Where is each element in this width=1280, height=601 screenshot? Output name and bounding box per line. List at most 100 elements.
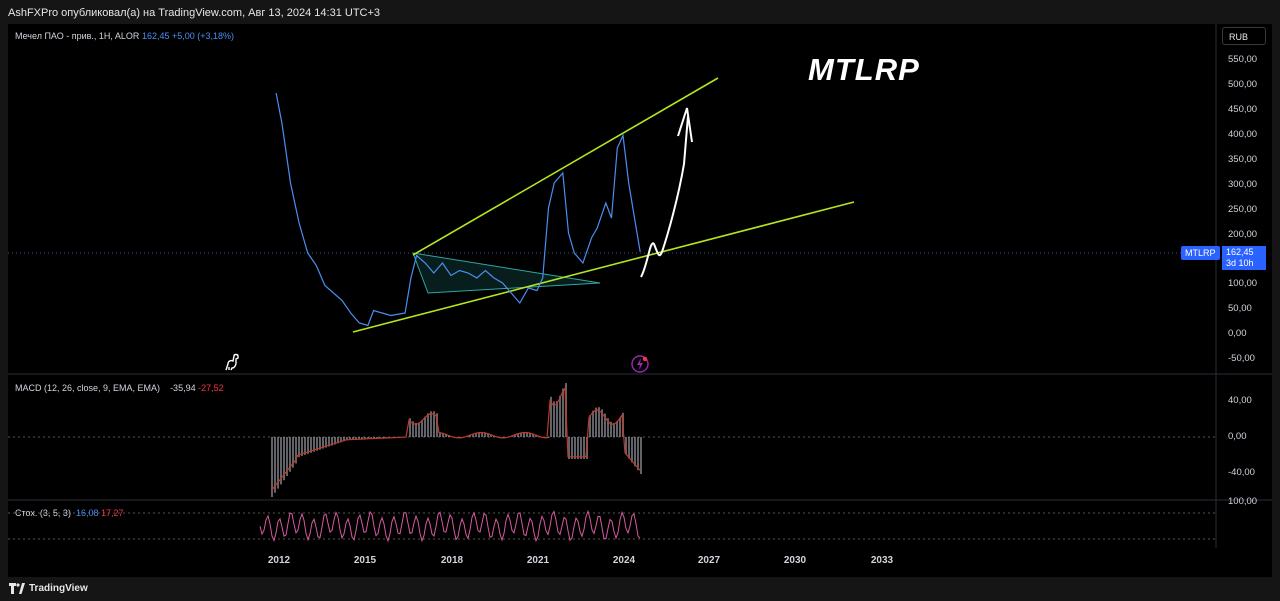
lightning-icon[interactable] — [630, 354, 650, 374]
macd-bar — [481, 432, 483, 437]
macd-bar — [346, 437, 348, 441]
x-tick: 2033 — [870, 555, 894, 566]
macd-bar — [349, 437, 351, 440]
macd-legend[interactable]: MACD (12, 26, close, 9, EMA, EMA) -35,94… — [15, 383, 224, 393]
macd-bar — [295, 437, 297, 464]
x-tick: 2012 — [267, 555, 291, 566]
macd-bar — [304, 437, 306, 455]
macd-bar — [613, 422, 615, 437]
symbol-description: Мечел ПАО - прив., 1H, ALOR — [15, 31, 140, 41]
macd-bar — [511, 436, 513, 437]
macd-bar — [277, 437, 279, 489]
y-tick: 450,00 — [1228, 104, 1258, 115]
publisher-bar: AshFXPro опубликовал(а) на TradingView.c… — [0, 0, 1280, 24]
price-tag-value: 162,45 — [1226, 247, 1254, 257]
price-change: +5,00 (+3,18%) — [172, 31, 235, 41]
macd-bar — [487, 433, 489, 437]
forecast-arrowhead — [677, 107, 693, 143]
stoch-value-2: 17,27 — [101, 508, 124, 518]
tradingview-logo-icon[interactable] — [9, 583, 25, 594]
macd-bar — [283, 437, 285, 481]
macd-bar — [475, 432, 477, 437]
macd-bar — [577, 437, 579, 459]
price-tag-countdown: 3d 10h — [1226, 258, 1254, 268]
macd-bar — [415, 422, 417, 437]
footer-brand[interactable]: TradingView — [29, 583, 88, 594]
macd-bar — [556, 401, 558, 437]
macd-bar — [568, 437, 570, 459]
macd-bar — [529, 432, 531, 437]
lower-trendline — [352, 201, 855, 333]
price-tag-box: 162,45 3d 10h — [1222, 246, 1266, 270]
footer: TradingView — [0, 577, 1280, 601]
price-line — [275, 92, 641, 327]
macd-bar — [532, 433, 534, 437]
triangle-pattern — [412, 252, 601, 294]
macd-bar — [352, 437, 354, 440]
macd-bar — [328, 437, 330, 447]
macd-bar — [343, 437, 345, 442]
y-tick: 0,00 — [1228, 328, 1247, 339]
macd-bar — [319, 437, 321, 450]
macd-bar — [616, 421, 618, 437]
macd-bar — [640, 437, 642, 475]
stoch-title: Стох. (3, 5, 3) — [15, 508, 71, 518]
macd-bar — [421, 420, 423, 437]
macd-bar — [340, 437, 342, 443]
macd-bar — [619, 417, 621, 437]
macd-bar — [550, 396, 552, 437]
macd-bar — [370, 437, 372, 439]
macd-bar — [547, 437, 549, 438]
macd-bar — [604, 413, 606, 437]
y-tick: 100,00 — [1228, 278, 1258, 289]
macd-line — [270, 386, 641, 492]
macd-bar — [571, 437, 573, 459]
x-tick: 2018 — [440, 555, 464, 566]
macd-value-1: -35,94 — [170, 383, 196, 393]
macd-bar — [430, 411, 432, 437]
macd-y-tick: -40,00 — [1228, 467, 1255, 478]
macd-y-tick: 40,00 — [1228, 395, 1252, 406]
macd-bar — [490, 434, 492, 437]
macd-bar — [289, 437, 291, 472]
x-tick: 2030 — [783, 555, 807, 566]
macd-bar — [574, 437, 576, 459]
forecast-arrow — [640, 115, 689, 278]
y-tick: 350,00 — [1228, 154, 1258, 165]
chart-svg[interactable] — [8, 24, 1272, 577]
macd-bar — [418, 422, 420, 437]
ticker-watermark: MTLRP — [808, 52, 920, 87]
macd-bar — [337, 437, 339, 444]
macd-bar — [592, 410, 594, 437]
macd-bar — [358, 437, 360, 440]
macd-bar — [595, 407, 597, 437]
macd-bar — [601, 409, 603, 437]
macd-bar — [514, 434, 516, 437]
macd-bar — [589, 415, 591, 437]
y-tick: 500,00 — [1228, 79, 1258, 90]
macd-bar — [307, 437, 309, 454]
macd-bar — [286, 437, 288, 476]
macd-bar — [517, 433, 519, 437]
macd-bar — [442, 432, 444, 437]
macd-bar — [562, 388, 564, 437]
macd-bar — [559, 395, 561, 437]
y-tick: -50,00 — [1228, 353, 1255, 364]
stoch-legend[interactable]: Стох. (3, 5, 3) 16,08 17,27 — [15, 508, 124, 518]
macd-bar — [412, 421, 414, 437]
macd-bar — [439, 432, 441, 437]
x-tick: 2024 — [612, 555, 636, 566]
currency-button[interactable]: RUB — [1222, 27, 1266, 45]
macd-bar — [634, 437, 636, 467]
dino-icon[interactable] — [222, 352, 242, 372]
main-legend[interactable]: Мечел ПАО - прив., 1H, ALOR 162,45 +5,00… — [15, 31, 234, 41]
macd-bar — [580, 437, 582, 459]
macd-bar — [598, 407, 600, 437]
macd-bar — [469, 435, 471, 437]
x-tick: 2021 — [526, 555, 550, 566]
chart-frame[interactable]: Мечел ПАО - прив., 1H, ALOR 162,45 +5,00… — [8, 24, 1272, 577]
macd-bar — [472, 434, 474, 437]
macd-bar — [292, 437, 294, 468]
macd-bar — [433, 411, 435, 437]
y-tick: 200,00 — [1228, 229, 1258, 240]
